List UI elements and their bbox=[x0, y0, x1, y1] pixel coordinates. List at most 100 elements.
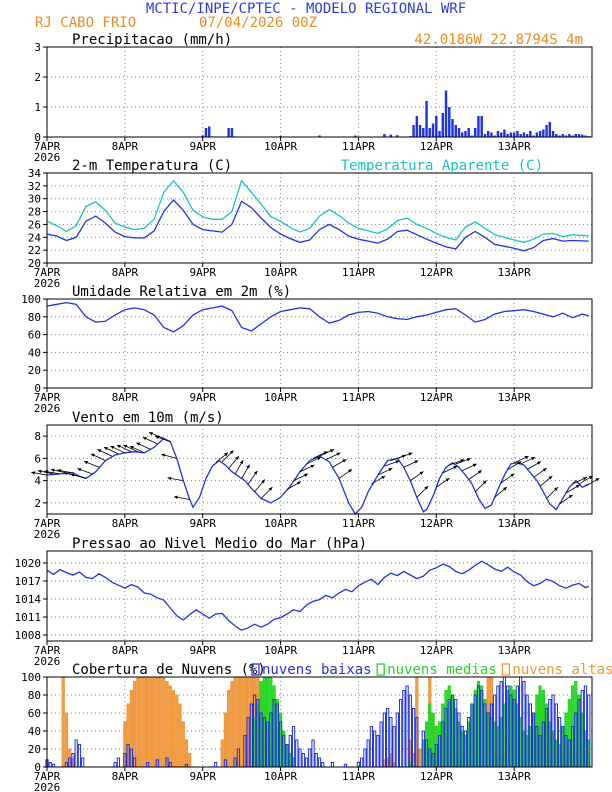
x-tick-label: 12APR bbox=[420, 770, 453, 783]
precip-bar bbox=[438, 131, 441, 137]
cloud-bar-altas bbox=[142, 676, 146, 768]
precip-bar bbox=[493, 135, 496, 137]
wind-arrow bbox=[57, 468, 74, 474]
series-line-wind-0 bbox=[46, 437, 590, 516]
wind-arrow bbox=[50, 468, 67, 474]
precip-bar bbox=[490, 132, 493, 137]
wind-arrow bbox=[436, 477, 450, 488]
plot-area bbox=[47, 551, 592, 641]
y-tick-label: 0 bbox=[34, 761, 41, 774]
wind-arrow bbox=[546, 486, 559, 499]
y-tick-label: 6 bbox=[34, 452, 41, 465]
wind-arrow bbox=[155, 435, 171, 443]
precip-bar bbox=[516, 131, 519, 137]
precip-bar bbox=[441, 113, 444, 137]
header-coords: 42.0186W 22.8794S 4m bbox=[414, 32, 583, 48]
precip-bar bbox=[548, 122, 552, 137]
precip-bar bbox=[577, 134, 581, 137]
precip-bar bbox=[525, 134, 529, 137]
precip-bar bbox=[529, 131, 532, 137]
cloud-bar-altas bbox=[171, 690, 176, 768]
precip-bar bbox=[201, 135, 204, 137]
wind-arrow bbox=[293, 473, 309, 481]
precip-bar bbox=[318, 135, 321, 137]
plot-area bbox=[47, 425, 592, 514]
wind-arrow bbox=[520, 456, 536, 465]
legend-label: nuvens altas bbox=[512, 662, 612, 678]
cloud-bar-altas bbox=[175, 694, 179, 768]
y-tick-label: 40 bbox=[28, 725, 41, 738]
wind-arrow bbox=[142, 436, 158, 445]
wind-arrow bbox=[31, 471, 48, 476]
precip-bar bbox=[499, 132, 503, 137]
series-line-temp-1 bbox=[46, 179, 589, 244]
legend-entry-altas: nuvens altas bbox=[501, 662, 612, 678]
precip-bar bbox=[512, 132, 516, 137]
y-tick-label: 26 bbox=[28, 218, 41, 231]
wind-arrow bbox=[241, 464, 250, 479]
precip-bar bbox=[428, 128, 432, 137]
precip-bar bbox=[506, 134, 509, 137]
wind-arrow bbox=[462, 463, 477, 471]
y-tick-label: 1014 bbox=[15, 593, 42, 606]
wind-arrow bbox=[565, 484, 581, 494]
plot-frame bbox=[46, 676, 593, 768]
x-tick-label: 12APR bbox=[420, 266, 453, 279]
series-line-pressure-0 bbox=[46, 560, 590, 631]
precip-bar bbox=[561, 134, 565, 137]
cloud-bar-altas bbox=[139, 676, 143, 768]
cloud-bar-altas bbox=[149, 676, 153, 768]
legend-swatch bbox=[376, 663, 385, 676]
x-tick-label: 11APR bbox=[342, 140, 375, 153]
x-tick-label: 12APR bbox=[420, 391, 453, 404]
panel-title: Cobertura de Nuvens (%) bbox=[72, 662, 266, 678]
x-tick-label: 12APR bbox=[420, 140, 453, 153]
precip-bar bbox=[551, 131, 555, 137]
y-tick-label: 20 bbox=[28, 743, 41, 756]
wind-arrow bbox=[247, 470, 258, 485]
x-tick-label: 11APR bbox=[342, 391, 375, 404]
precip-bar bbox=[467, 128, 470, 137]
y-tick-label: 60 bbox=[28, 707, 41, 720]
wind-arrow bbox=[338, 468, 353, 479]
wind-arrow bbox=[397, 452, 413, 459]
cloud-bar-altas bbox=[162, 676, 166, 768]
precip-bar bbox=[389, 134, 393, 137]
x-tick-label: 7APR bbox=[34, 266, 61, 279]
legend-label: nuvens medias bbox=[387, 662, 497, 678]
y-tick-label: 2 bbox=[34, 71, 41, 84]
cloud-bar-altas bbox=[227, 690, 231, 768]
plot-area bbox=[47, 173, 592, 263]
y-tick-label: 1 bbox=[34, 101, 41, 114]
x-tick-year: 2026 bbox=[34, 151, 61, 164]
x-tick-label: 9APR bbox=[189, 770, 216, 783]
panel-title: Vento em 10m (m/s) bbox=[72, 410, 224, 426]
cloud-bar-altas bbox=[223, 712, 228, 768]
plot-frame bbox=[46, 550, 593, 642]
header-run: 07/04/2026 00Z bbox=[199, 15, 317, 31]
y-tick-label: 24 bbox=[28, 231, 42, 244]
wind-arrow bbox=[377, 467, 393, 476]
wind-arrow bbox=[260, 486, 273, 499]
wind-arrow bbox=[526, 461, 542, 470]
x-tick-label: 10APR bbox=[264, 770, 297, 783]
precip-bar bbox=[457, 128, 461, 137]
cloud-bar-altas bbox=[158, 676, 163, 768]
x-tick-year: 2026 bbox=[34, 277, 61, 290]
y-tick-label: 22 bbox=[28, 244, 41, 257]
precip-bar bbox=[483, 134, 487, 137]
precip-bar bbox=[422, 128, 425, 137]
y-tick-label: 1017 bbox=[15, 575, 42, 588]
precip-bar bbox=[444, 90, 448, 137]
wind-arrow bbox=[37, 469, 54, 475]
precip-bar bbox=[496, 131, 500, 137]
x-tick-label: 7APR bbox=[34, 140, 61, 153]
legend-swatch bbox=[251, 663, 260, 676]
wind-arrow bbox=[136, 442, 151, 450]
x-tick-label: 8APR bbox=[112, 644, 139, 657]
cloud-bar-altas bbox=[152, 676, 156, 768]
